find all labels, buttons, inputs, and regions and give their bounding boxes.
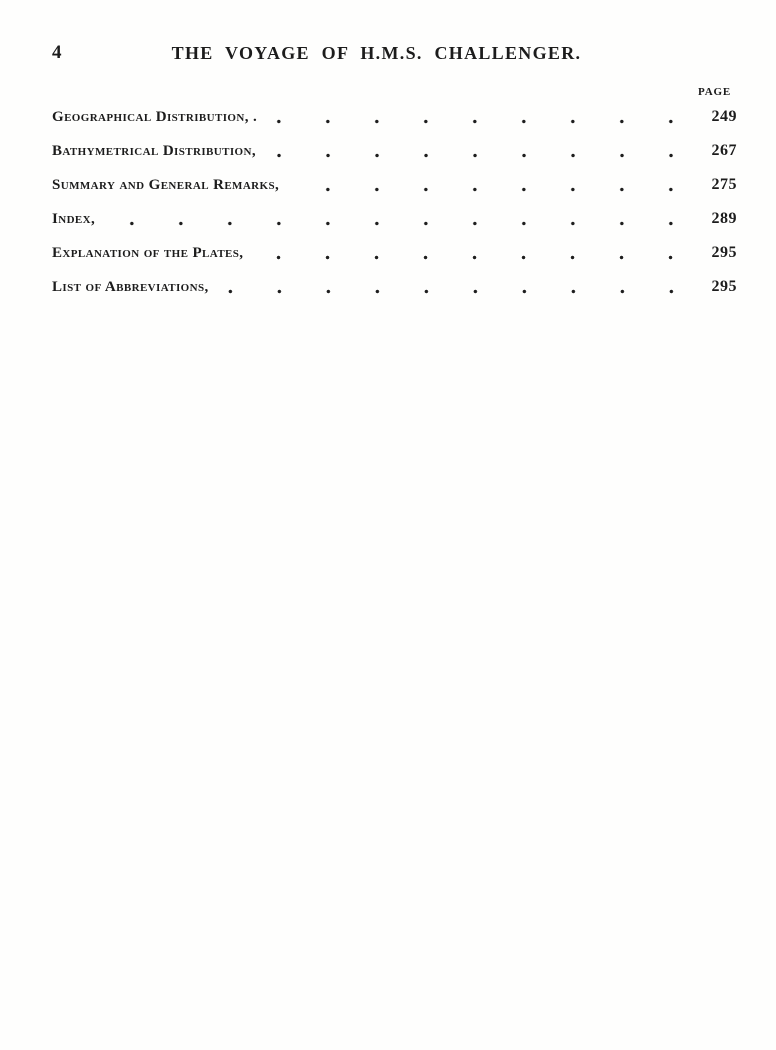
text-block: 4 THE VOYAGE OF H.M.S. CHALLENGER. PAGE …: [52, 42, 737, 304]
dot-leader: [255, 255, 675, 260]
dot-leader: [291, 187, 675, 192]
toc-entry: List of Abbreviations, 295: [52, 270, 737, 304]
toc-entry: Index, 289: [52, 202, 737, 236]
page-header: 4 THE VOYAGE OF H.M.S. CHALLENGER.: [52, 42, 737, 66]
toc-entry-label: Explanation of the Plates,: [52, 245, 244, 261]
folio-number: 4: [52, 42, 62, 63]
dot-leader: [220, 289, 675, 294]
toc-entry: Geographical Distribution, . 249: [52, 100, 737, 134]
toc-entry-page: 295: [711, 278, 737, 295]
toc-entry-label: Index,: [52, 211, 96, 227]
toc-entry-page: 249: [711, 108, 737, 125]
table-of-contents: Geographical Distribution, . 249 Bathyme…: [52, 100, 737, 304]
running-title: THE VOYAGE OF H.M.S. CHALLENGER.: [171, 43, 582, 63]
toc-entry: Explanation of the Plates, 295: [52, 236, 737, 270]
toc-entry-label: Bathymetrical Distribution,: [52, 143, 256, 159]
toc-entry-label: List of Abbreviations,: [52, 279, 209, 295]
toc-entry: Summary and General Remarks, 275: [52, 168, 737, 202]
toc-entry-page: 289: [711, 210, 737, 227]
toc-entry-page: 275: [711, 176, 737, 193]
toc-entry-label: Geographical Distribution, .: [52, 109, 258, 125]
toc-entry: Bathymetrical Distribution, 267: [52, 134, 737, 168]
dot-leader: [269, 119, 675, 124]
page-column-header: PAGE: [698, 86, 731, 98]
toc-entry-page: 295: [711, 244, 737, 261]
dot-leader: [107, 221, 675, 226]
toc-entry-label: Summary and General Remarks,: [52, 177, 280, 193]
toc-entry-page: 267: [711, 142, 737, 159]
dot-leader: [267, 153, 675, 158]
